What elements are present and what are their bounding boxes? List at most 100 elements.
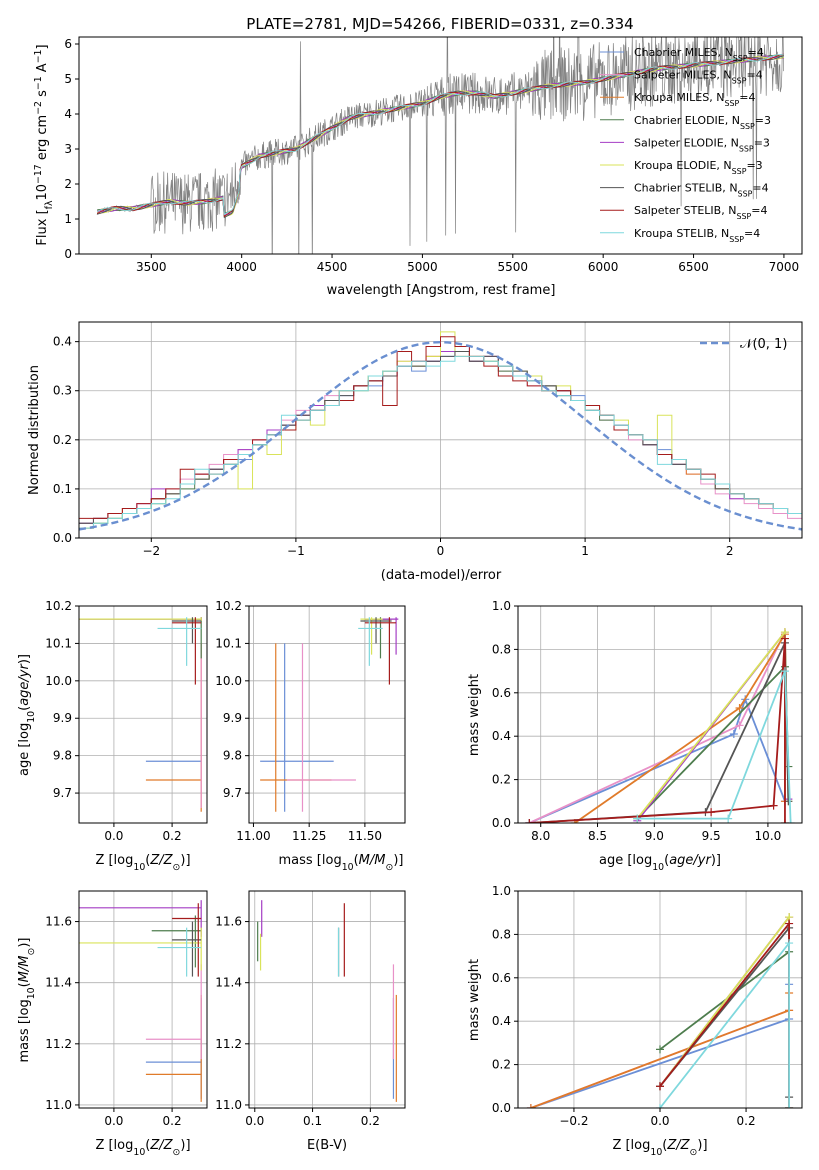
- histogram-xlabel: (data-model)/error: [381, 568, 502, 583]
- age-mass-xlabel: mass [log10(M/M⊙)]: [279, 853, 404, 873]
- x-tick-label: 11.50: [348, 829, 382, 843]
- x-tick-label: 5500: [498, 260, 529, 274]
- weight-series-line: [659, 914, 790, 1108]
- weight-point-marker: [656, 1104, 664, 1108]
- weight-point-marker: [785, 1104, 794, 1108]
- spectrum-xlabel: wavelength [Angstrom, rest frame]: [327, 283, 556, 298]
- y-tick-label: 11.2: [45, 1037, 72, 1051]
- y-tick-label: 0.4: [492, 729, 511, 743]
- plot-area: [96, 37, 785, 254]
- y-tick-label: 9.7: [223, 786, 242, 800]
- y-tick-label: 11.0: [215, 1098, 242, 1112]
- data-spectrum: [96, 37, 784, 254]
- weight-point-marker: [526, 1104, 535, 1108]
- plot-area: [79, 617, 202, 812]
- weight-series-line: [659, 925, 790, 1098]
- x-tick-label: 6500: [678, 260, 709, 274]
- weight-point-marker: [707, 808, 716, 817]
- y-tick-label: 1.0: [492, 599, 511, 613]
- y-tick-label: 0.1: [53, 482, 72, 496]
- age-z-panel: 0.0 0.2 9.7 9.8 9.9 10.0 10.1 10.2: [45, 599, 208, 843]
- y-tick-label: 0.2: [492, 1058, 511, 1072]
- y-tick-label: 11.4: [215, 976, 242, 990]
- axes-frame: [517, 605, 803, 824]
- legend-label-2: Kroupa MILES, NSSP=4: [634, 91, 755, 108]
- weight-point-marker: [724, 814, 733, 823]
- y-tick-label: 0.4: [492, 1014, 511, 1028]
- weight-point-marker: [780, 634, 789, 643]
- plot-area: [525, 628, 795, 823]
- histogram-panel: −2 −1 0 1 2 0.0 0.1 0.2 0.3 0.4 𝒩(0, 1): [53, 321, 803, 558]
- y-tick-label: 10.1: [45, 636, 72, 650]
- axes-frame: [78, 890, 208, 1109]
- axes-frame: [248, 605, 406, 824]
- x-tick-label: 0.0: [104, 1114, 123, 1128]
- weight-point-marker: [780, 667, 789, 676]
- y-tick-label: 2: [64, 177, 72, 191]
- y-tick-label: 0: [64, 247, 72, 261]
- x-tick-label: 8.0: [531, 829, 550, 843]
- normal-legend-label: 𝒩(0, 1): [740, 337, 787, 352]
- y-tick-label: 0.0: [53, 531, 72, 545]
- y-tick-label: 11.6: [215, 915, 242, 929]
- plot-area: [257, 900, 397, 1102]
- weight-z-ylabel: mass weight: [467, 959, 482, 1041]
- plot-area: [79, 331, 802, 538]
- x-tick-label: 0.0: [245, 1114, 264, 1128]
- y-tick-label: 0.6: [492, 686, 511, 700]
- x-tick-label: 0.0: [104, 829, 123, 843]
- y-tick-label: 0.0: [492, 1101, 511, 1115]
- weight-series-line: [637, 670, 792, 823]
- weight-point-marker: [525, 819, 534, 823]
- y-tick-label: 3: [64, 142, 72, 156]
- x-tick-label: 0.2: [163, 829, 182, 843]
- y-tick-label: 11.6: [45, 915, 72, 929]
- weight-point-marker: [729, 730, 738, 739]
- y-tick-label: 9.7: [53, 786, 72, 800]
- y-tick-label: 1: [64, 212, 72, 226]
- weight-series-line: [659, 914, 790, 1108]
- y-tick-label: 5: [64, 72, 72, 86]
- x-tick-label: 9.0: [645, 829, 664, 843]
- age-z-xlabel: Z [log10(Z/Z⊙)]: [95, 853, 190, 873]
- y-tick-label: 11.0: [45, 1098, 72, 1112]
- legend-label-7: Salpeter STELIB, NSSP=4: [634, 204, 767, 221]
- axes-frame: [78, 605, 208, 824]
- model-spectrum-line: [97, 54, 785, 218]
- y-tick-label: 9.8: [53, 749, 72, 763]
- mass-ebv-panel: 0.0 0.1 0.2 11.0 11.2 11.4 11.6: [215, 890, 406, 1128]
- axes-frame: [248, 890, 406, 1109]
- spectrum-panel: 3500 4000 4500 5000 5500 6000 6500 7000 0 1 2 3 4 5 6: [64, 36, 803, 274]
- y-tick-label: 10.1: [215, 636, 242, 650]
- x-tick-label: 11.00: [236, 829, 270, 843]
- weight-age-ylabel: mass weight: [467, 674, 482, 756]
- y-tick-label: 9.9: [53, 711, 72, 725]
- y-tick-label: 0.2: [53, 433, 72, 447]
- x-tick-label: 1: [581, 544, 589, 558]
- y-tick-label: 0.8: [492, 642, 511, 656]
- weight-point-marker: [633, 814, 642, 823]
- x-tick-label: 4500: [317, 260, 348, 274]
- weight-point-marker: [780, 819, 789, 823]
- x-tick-label: −2: [142, 544, 160, 558]
- y-tick-label: 10.0: [215, 674, 242, 688]
- histogram-series: [79, 350, 802, 538]
- y-tick-label: 11.2: [215, 1037, 242, 1051]
- mass-z-ylabel: mass [log10(M/M⊙)]: [17, 938, 37, 1063]
- legend-label-0: Chabrier MILES, NSSP=4: [634, 46, 764, 63]
- y-tick-label: 0.8: [492, 927, 511, 941]
- weight-point-marker: [735, 703, 744, 712]
- plot-area: [526, 913, 794, 1108]
- mass-z-panel: 0.0 0.2 11.0 11.2 11.4 11.6: [45, 890, 208, 1128]
- weight-age-panel: 8.0 8.5 9.0 9.5 10.0 0.0 0.2 0.4 0.6 0.8 1.0: [492, 599, 803, 843]
- x-tick-label: 8.5: [588, 829, 607, 843]
- y-tick-label: 10.2: [45, 599, 72, 613]
- axes-frame: [517, 890, 803, 1109]
- model-spectrum-line: [96, 54, 784, 216]
- normal-curve: [79, 340, 802, 531]
- y-tick-label: 0.3: [53, 384, 72, 398]
- x-tick-label: 0: [437, 544, 445, 558]
- y-tick-label: 10.2: [215, 599, 242, 613]
- weight-point-marker: [785, 919, 794, 928]
- mass-z-xlabel: Z [log10(Z/Z⊙)]: [95, 1138, 190, 1158]
